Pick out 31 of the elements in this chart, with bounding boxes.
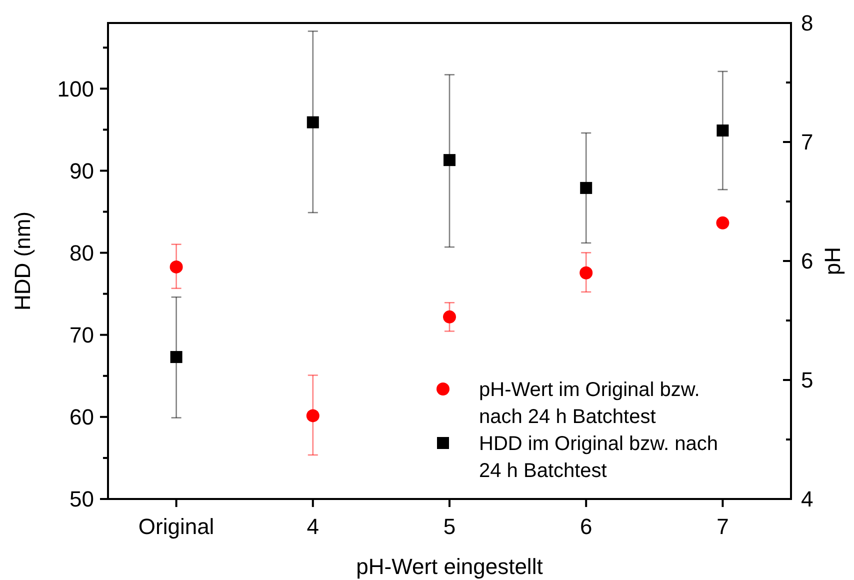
point — [580, 266, 593, 280]
x-tick-label: 4 — [306, 514, 320, 539]
y-tick-label: 100 — [57, 76, 94, 102]
y-axis-title: HDD (nm) — [10, 212, 35, 310]
point — [580, 182, 592, 194]
y-tick-label: 60 — [70, 404, 94, 430]
y-tick-label: 90 — [70, 158, 94, 184]
legend-label: HDD im Original bzw. nach 24 h Batchtest — [479, 433, 718, 482]
y2-tick-label: 7 — [801, 130, 814, 155]
point — [306, 116, 319, 128]
y2-tick-label: 4 — [801, 486, 814, 512]
y-tick-label: 80 — [70, 240, 94, 266]
point — [444, 154, 456, 166]
point — [170, 351, 182, 364]
point — [443, 310, 456, 324]
x-tick-label: 6 — [580, 514, 592, 539]
point — [306, 409, 320, 422]
point — [716, 124, 729, 137]
y-tick-label: 50 — [70, 486, 94, 512]
legend-label: pH-Wert im Original bzw. nach 24 h Batchtest — [479, 379, 700, 428]
point — [170, 260, 183, 274]
y-tick-label: 70 — [70, 322, 94, 348]
y2-tick-label: 8 — [801, 10, 814, 36]
x-tick-label: Original — [138, 514, 214, 539]
y2-tick-label: 6 — [801, 248, 814, 274]
x-axis-title: pH-Wert eingestellt — [356, 554, 543, 579]
y2-axis-title: pH — [820, 246, 845, 276]
x-tick-label: 7 — [716, 514, 729, 539]
x-tick-label: 5 — [443, 514, 456, 539]
y2-tick-label: 5 — [801, 368, 814, 393]
point — [716, 216, 730, 230]
